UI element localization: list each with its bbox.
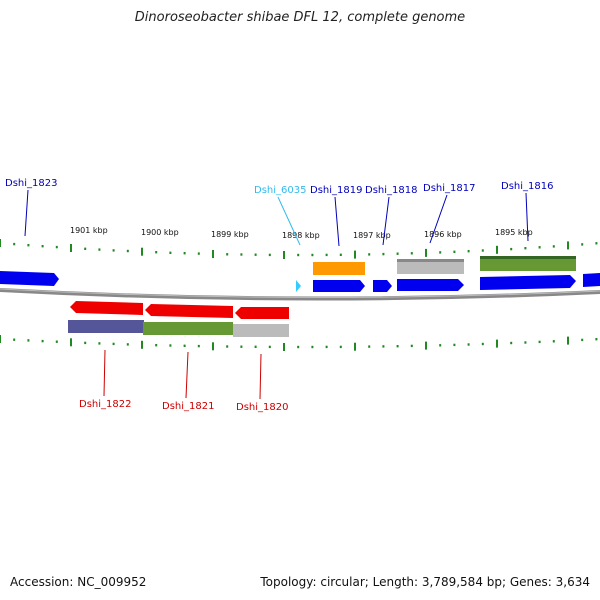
gene-dshi-1818[interactable]: [373, 280, 392, 292]
scale-label: 1899 kbp: [211, 230, 249, 239]
gene-label[interactable]: Dshi_1818: [365, 185, 417, 196]
scale-label: 1901 kbp: [70, 226, 108, 235]
gene-dshi-1820[interactable]: [235, 307, 289, 319]
gene-dshi-1817[interactable]: [397, 279, 464, 291]
label-connector: [334, 196, 340, 247]
feature-grey-top-edge: [397, 259, 464, 262]
feature-olive-top-edge: [480, 256, 576, 259]
label-connector: [24, 189, 29, 237]
gene-dshi-1821[interactable]: [145, 304, 233, 318]
feature-orange: [313, 262, 365, 275]
gene-dshi-1823[interactable]: [0, 271, 59, 286]
gene-dshi-1822[interactable]: [70, 301, 143, 315]
gene-label[interactable]: Dshi_1820: [236, 402, 288, 413]
gene-label[interactable]: Dshi_1817: [423, 183, 475, 194]
label-connector: [429, 194, 448, 244]
feature-olive: [480, 258, 576, 271]
gene-dshi-6035[interactable]: [296, 280, 301, 292]
scale-label: 1900 kbp: [141, 228, 179, 237]
gene-label[interactable]: Dshi_1819: [310, 185, 362, 196]
gene-label[interactable]: Dshi_6035: [254, 185, 306, 196]
label-connector: [259, 353, 262, 400]
label-connector: [103, 349, 106, 397]
bottom-tick-row: [0, 335, 598, 351]
scale-label: 1896 kbp: [424, 230, 462, 239]
gene-right-edge[interactable]: [583, 273, 600, 287]
feature-olive-lower: [143, 322, 233, 335]
label-connector: [185, 351, 189, 399]
gene-dshi-1816[interactable]: [480, 275, 576, 290]
label-connector: [382, 196, 390, 246]
genome-summary: Topology: circular; Length: 3,789,584 bp…: [260, 575, 590, 589]
accession-text: Accession: NC_009952: [10, 575, 147, 589]
label-connector: [277, 196, 301, 246]
feature-grey: [397, 261, 464, 274]
gene-label[interactable]: Dshi_1816: [501, 181, 553, 192]
genome-backbone: [0, 288, 600, 301]
gene-label[interactable]: Dshi_1822: [79, 399, 131, 410]
genome-backbone-highlight: [0, 288, 600, 299]
label-connector: [525, 192, 529, 242]
scale-label: 1895 kbp: [495, 228, 533, 237]
scale-label: 1897 kbp: [353, 231, 391, 240]
feature-purple: [68, 320, 144, 333]
feature-grey-lower: [233, 324, 289, 337]
scale-label: 1898 kbp: [282, 231, 320, 240]
gene-label[interactable]: Dshi_1823: [5, 178, 57, 189]
gene-dshi-1819[interactable]: [313, 280, 365, 292]
top-tick-row: [0, 239, 598, 259]
gene-label[interactable]: Dshi_1821: [162, 401, 214, 412]
map-title: Dinoroseobacter shibae DFL 12, complete …: [134, 10, 466, 25]
